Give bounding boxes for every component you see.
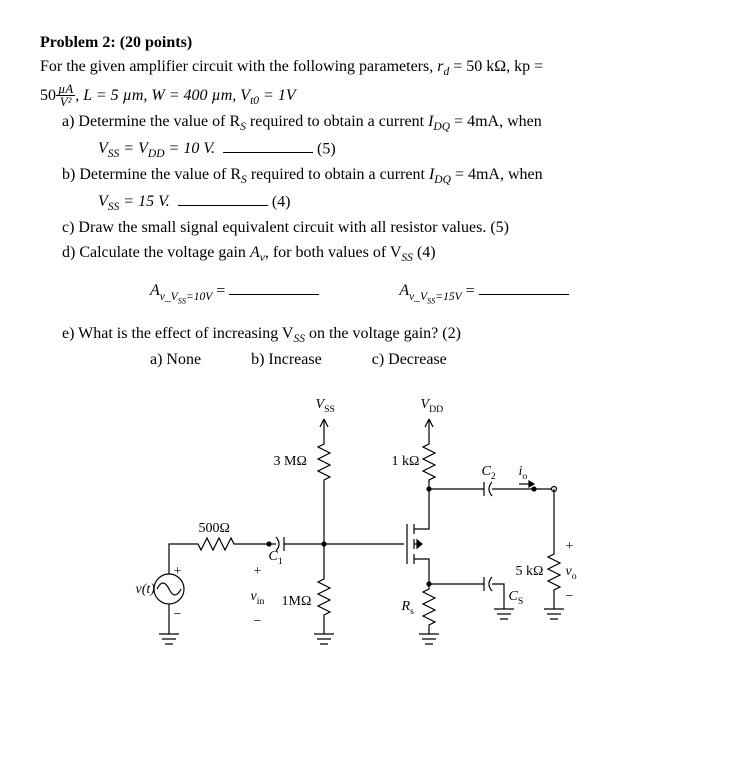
lbl-plus-in: + [254,564,262,580]
vt0-sub: t0 [250,95,259,107]
lbl-vin: vin [251,589,265,607]
part-b-line1: b) Determine the value of RS required to… [40,164,707,188]
lbl-minus-in: − [254,614,262,630]
a-Idq-sub: DQ [433,121,450,133]
a-text2: required to obtain a current [246,113,428,130]
gain-10v: Av_VSS=10V = [150,280,319,305]
part-d: d) Calculate the voltage gain Av, for bo… [40,242,707,266]
a-pts: (5) [313,140,336,157]
b-val: = 15 V. [119,193,170,210]
d-Av: A [250,244,260,261]
part-a-line1: a) Determine the value of RS required to… [40,111,707,135]
lbl-plus-src: + [174,564,182,580]
lbl-3m: 3 MΩ [274,454,307,470]
part-c: c) Draw the small signal equivalent circ… [40,217,707,239]
intro2-c: = 1V [259,87,296,104]
b-vss: V [98,193,108,210]
lbl-500: 500Ω [199,521,230,537]
frac-den: V² [56,96,75,109]
b-blank [178,191,268,206]
b-text2: required to obtain a current [247,166,429,183]
e-text1: e) What is the effect of increasing V [62,325,293,342]
e-text2: on the voltage gain? (2) [305,325,461,342]
a-vdd: = V [119,140,148,157]
a-text1: a) Determine the value of R [62,113,240,130]
a-val: = 10 V. [165,140,216,157]
g1-sub: v_V [160,291,178,303]
intro-line-1: For the given amplifier circuit with the… [40,56,707,80]
lbl-vo: vo [566,564,577,582]
lbl-minus-out: − [566,589,574,605]
intro-line-2: 50µAV², L = 5 µm, W = 400 µm, Vt0 = 1V [40,83,707,110]
opt-a: a) None [150,351,201,369]
a-vss-sub: SS [108,148,120,160]
g1-blank [229,280,319,295]
d-vss-sub: SS [401,252,413,264]
intro1-text-c: = 50 kΩ, kp = [449,58,543,75]
lbl-vdd: VDD [421,397,444,415]
frac-num: µA [56,83,75,97]
intro2-b: , L = 5 µm, W = 400 µm, V [75,87,250,104]
b-Idq-sub: DQ [434,174,451,186]
b-text1: b) Determine the value of R [62,166,241,183]
b-vss-sub: SS [108,201,120,213]
lbl-io: io [519,464,528,482]
lbl-minus-src: − [174,607,182,623]
g1-eq: =10V [186,291,212,303]
lbl-c2: C2 [482,464,496,482]
frac-ua-v2: µAV² [56,83,75,110]
b-text3: = 4mA, when [451,166,543,183]
a-vdd-sub: DD [148,148,165,160]
g2-blank [479,280,569,295]
g2-A: A [399,282,409,299]
g1-ss: SS [178,296,186,305]
g2-eq: =15V [435,291,461,303]
part-b-line2: VSS = 15 V. (4) [40,191,707,216]
a-blank [223,138,313,153]
opt-c: c) Decrease [372,351,447,369]
e-sub: SS [293,333,305,345]
intro2-a: 50 [40,87,56,104]
opt-b: b) Increase [251,351,322,369]
a-text3: = 4mA, when [450,113,542,130]
b-pts: (4) [268,193,291,210]
problem-title: Problem 2: (20 points) [40,32,707,54]
d-text1: d) Calculate the voltage gain [62,244,250,261]
lbl-cs: CS [509,589,524,607]
lbl-rs: Rs [402,599,414,617]
g1-A: A [150,282,160,299]
gain-15v: Av_VSS=15V = [399,280,568,305]
d-text3: (4) [413,244,436,261]
d-text2: , for both values of V [265,244,402,261]
lbl-vt: v(t) [136,582,155,598]
options-row: a) None b) Increase c) Decrease [40,351,707,369]
lbl-vss: VSS [316,397,335,415]
lbl-1k: 1 kΩ [392,454,420,470]
gain-row: Av_VSS=10V = Av_VSS=15V = [40,280,707,305]
part-a-line2: VSS = VDD = 10 V. (5) [40,138,707,163]
lbl-c1: C1 [269,549,283,567]
g2-sub: v_V [409,291,427,303]
lbl-5k: 5 kΩ [516,564,544,580]
intro1-text-a: For the given amplifier circuit with the… [40,58,437,75]
lbl-plus-out: + [566,539,574,555]
a-vss: V [98,140,108,157]
lbl-1m: 1MΩ [282,594,312,610]
part-e: e) What is the effect of increasing VSS … [40,323,707,347]
circuit-diagram: VSS VDD 3 MΩ 1 kΩ 500Ω C1 1MΩ Rs CS C2 i… [124,389,624,669]
g2-equals: = [462,282,479,299]
g1-equals: = [212,282,229,299]
